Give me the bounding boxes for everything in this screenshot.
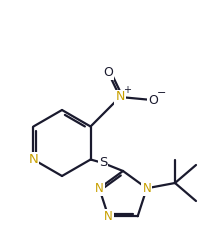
Text: O: O <box>103 65 113 78</box>
Text: +: + <box>123 85 131 95</box>
Text: N: N <box>142 182 151 195</box>
Text: S: S <box>99 156 107 169</box>
Text: N: N <box>95 182 104 195</box>
Text: O: O <box>148 94 158 106</box>
Text: −: − <box>157 88 167 98</box>
Text: N: N <box>28 153 38 166</box>
Text: N: N <box>104 210 113 223</box>
Text: N: N <box>115 91 125 104</box>
